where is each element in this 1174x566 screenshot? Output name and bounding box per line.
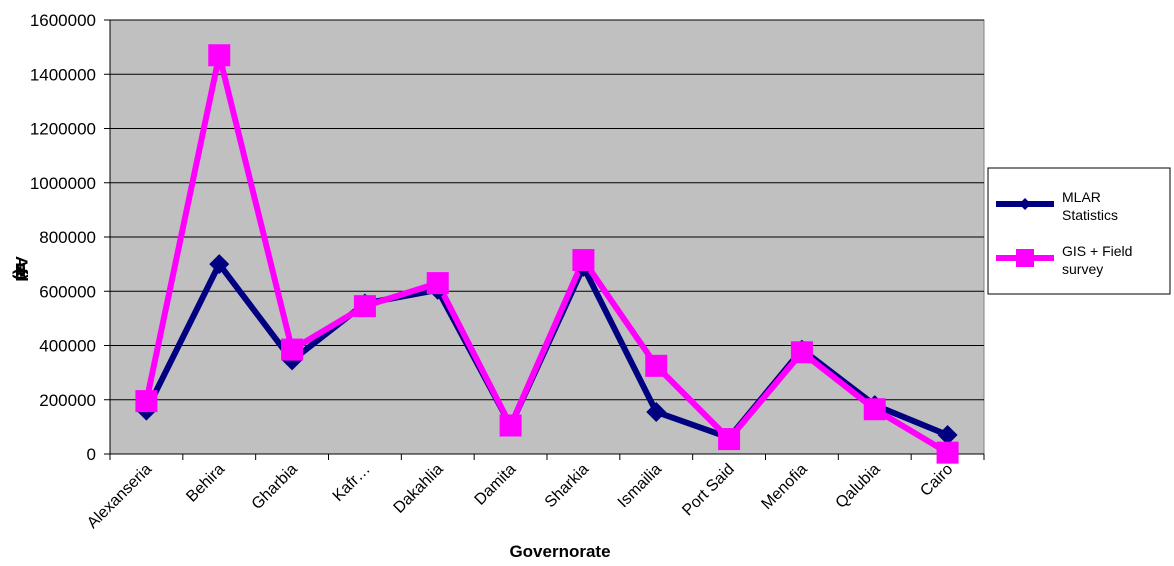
data-point-square (353, 295, 376, 318)
y-axis-title: Area (fed.) (12, 256, 31, 281)
y-axis-ticks: 0 200000 400000 600000 800000 1000000 1200000 1… (30, 11, 111, 464)
y-tick-label: 1200000 (30, 120, 96, 139)
data-point-square (281, 338, 304, 361)
y-tick-label: 1000000 (30, 174, 96, 193)
legend-items: MLAR Statistics GIS + Field survey (996, 189, 1132, 277)
series-line-1 (143, 52, 950, 456)
x-tick-label: Menofia (758, 461, 810, 513)
x-tick-label: Cairo (917, 461, 956, 500)
x-axis-ticks: Alexanseria Behira Gharbia Kafr… Dakahlia Dam… (84, 453, 985, 532)
data-point-square (426, 272, 449, 295)
data-point-square (135, 390, 158, 413)
legend-label: Statistics (1062, 207, 1118, 223)
x-tick-label: Gharbia (249, 461, 301, 513)
legend: MLAR Statistics GIS + Field survey (987, 167, 1171, 295)
x-tick-label: Qalubia (833, 461, 884, 512)
x-tick-label: Sharkia (542, 461, 592, 511)
x-tick-label: Dakahlia (391, 461, 447, 517)
series-markers (135, 44, 959, 464)
data-point-square (645, 354, 668, 377)
legend-label: survey (1062, 261, 1103, 277)
legend-swatch-square (1016, 249, 1034, 267)
legend-box (987, 167, 1171, 295)
data-point-diamond (209, 254, 230, 275)
y-axis-title-text: Area (fed.) (12, 256, 31, 281)
x-tick-label: Damita (472, 461, 520, 509)
legend-swatch-diamond (1019, 198, 1031, 210)
data-point-diamond (646, 401, 667, 422)
series-lines (143, 52, 950, 456)
data-point-square (790, 341, 813, 364)
x-tick-label: Ismailia (615, 461, 665, 511)
data-point-square (572, 249, 595, 272)
x-tick-label: Kafr… (330, 461, 374, 505)
data-point-diamond (937, 425, 958, 446)
y-tick-label: 0 (87, 445, 96, 464)
gridlines (110, 19, 984, 401)
y-tick-label: 1600000 (30, 11, 96, 30)
data-point-square (718, 428, 741, 451)
x-tick-label: Behira (183, 461, 228, 506)
x-tick-label: Port Said (679, 461, 738, 520)
y-tick-label: 1400000 (30, 65, 96, 84)
data-point-square (499, 414, 522, 437)
y-tick-label: 400000 (39, 337, 96, 356)
legend-label: MLAR (1062, 189, 1101, 205)
legend-label: GIS + Field (1062, 243, 1132, 259)
x-axis-title: Governorate (509, 542, 610, 561)
x-tick-label: Alexanseria (84, 461, 155, 532)
y-tick-label: 800000 (39, 228, 96, 247)
y-tick-label: 200000 (39, 391, 96, 410)
data-point-square (208, 44, 231, 67)
data-point-square (863, 398, 886, 421)
data-point-square (936, 441, 959, 464)
y-tick-label: 600000 (39, 282, 96, 301)
